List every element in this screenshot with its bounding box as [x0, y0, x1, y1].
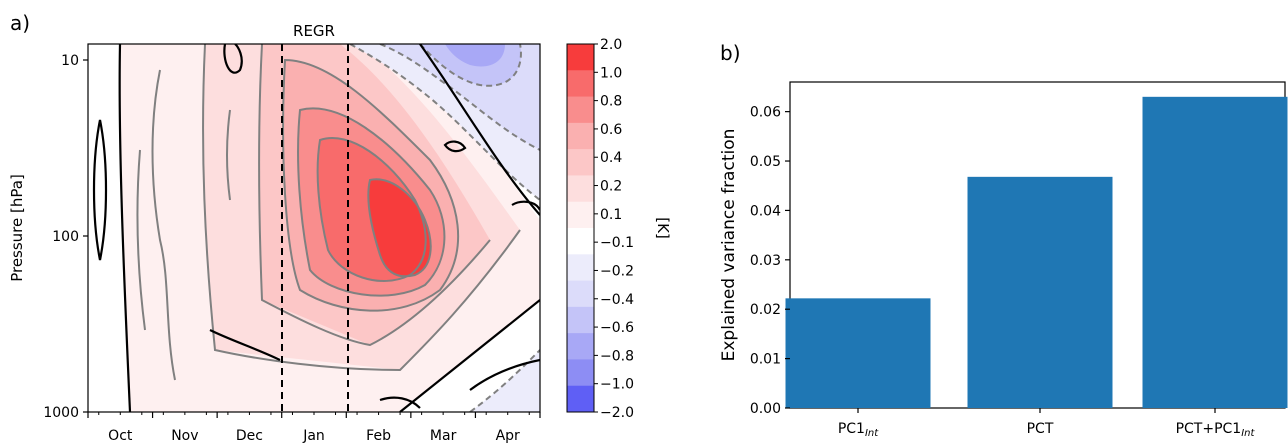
colorbar-swatch: [567, 359, 594, 387]
colorbar-level-label: 0.4: [600, 150, 622, 166]
month-label: Nov: [171, 428, 198, 444]
colorbar-level-label: −0.8: [600, 348, 634, 364]
bar-1: [967, 176, 1113, 408]
colorbar: 2.0 1.0 0.8 0.6 0.4 0.2 0.1 −0.1 −0.2 −0.4 −0.6 −0.…: [566, 37, 634, 421]
heatmap-plot: [88, 44, 540, 412]
bar-2: [1142, 96, 1288, 409]
x-tick-label-main: PCT+PC1: [1176, 421, 1242, 437]
month-label: Mar: [430, 428, 457, 444]
y-tick-label: 0.05: [750, 154, 781, 170]
panel-b-ylabel: Explained variance fraction: [719, 129, 739, 362]
y-tick-label: 10: [61, 53, 79, 69]
y-tick-label: 0.01: [750, 352, 781, 368]
colorbar-level-label: 2.0: [600, 37, 622, 53]
colorbar-swatch: [567, 44, 594, 71]
y-tick-label: 0.06: [750, 105, 781, 121]
x-tick-label: PC1Int: [838, 421, 879, 439]
colorbar-swatch: [567, 306, 594, 334]
x-tick-label: PCT: [1027, 421, 1054, 437]
colorbar-swatch: [567, 70, 594, 98]
colorbar-level-label: 0.1: [600, 207, 622, 223]
colorbar-swatch: [567, 175, 594, 203]
colorbar-swatch: [567, 228, 594, 255]
gray-contours: [136, 44, 521, 381]
panel-b-yticks: 0.00 0.01 0.02 0.03 0.04 0.05 0.06: [750, 105, 790, 417]
contour-fill-neg-0.6: [445, 44, 505, 67]
colorbar-swatch: [567, 333, 594, 360]
panel-a-title: REGR: [293, 22, 335, 40]
colorbar-level-label: −2.0: [600, 405, 634, 421]
x-tick-label: PCT+PC1Int: [1176, 421, 1256, 439]
colorbar-swatch: [567, 96, 594, 124]
month-label: Oct: [108, 428, 133, 444]
month-label: Feb: [366, 428, 391, 444]
month-label: Dec: [236, 428, 263, 444]
colorbar-level-label: −0.2: [600, 263, 634, 279]
y-tick-label: 0.00: [750, 401, 781, 417]
colorbar-level-label: 0.6: [600, 122, 622, 138]
x-tick-label-main: PC1: [838, 421, 865, 437]
colorbar-swatch: [567, 122, 594, 150]
colorbar-level-label: 0.8: [600, 94, 622, 110]
x-tick-label-main: PCT: [1027, 421, 1054, 437]
colorbar-swatch: [567, 385, 594, 413]
zero-contours: [92, 44, 540, 412]
colorbar-level-label: −0.1: [600, 235, 634, 251]
colorbar-level-label: 1.0: [600, 65, 622, 81]
y-tick-label: 0.03: [750, 253, 781, 269]
colorbar-swatch: [567, 149, 594, 176]
colorbar-level-label: −1.0: [600, 377, 634, 393]
colorbar-level-label: −0.6: [600, 320, 634, 336]
panel-b-label: b): [720, 41, 741, 65]
bar-series: [785, 96, 1288, 409]
y-tick-label: 0.04: [750, 203, 781, 219]
colorbar-swatch: [567, 201, 594, 229]
colorbar-level-label: 0.2: [600, 179, 622, 195]
colorbar-label: [K]: [654, 217, 672, 239]
month-label: Apr: [496, 428, 520, 444]
y-tick-label: 1000: [43, 405, 79, 421]
panel-a-ylabel: Pressure [hPa]: [8, 174, 26, 282]
x-tick-label-subscript: Int: [1241, 428, 1255, 439]
panel-a-label: a): [10, 11, 30, 35]
colorbar-swatch: [567, 254, 594, 282]
month-label: Jan: [302, 428, 325, 444]
colorbar-level-label: −0.4: [600, 292, 634, 308]
y-tick-label: 100: [52, 229, 79, 245]
panel-a-yticks: 10 100 1000: [43, 53, 88, 421]
y-tick-label: 0.02: [750, 302, 781, 318]
colorbar-swatch: [567, 280, 594, 308]
contour-fill-neg-lower: [470, 350, 540, 412]
bar-0: [785, 298, 931, 408]
colorbar-frame: [566, 43, 595, 413]
panel-a-xticks: Oct Nov Dec Jan Feb Mar Apr: [87, 412, 541, 444]
x-tick-label-subscript: Int: [865, 428, 879, 439]
panel-b-xticks: PC1Int PCT PCT+PC1Int: [838, 408, 1256, 439]
